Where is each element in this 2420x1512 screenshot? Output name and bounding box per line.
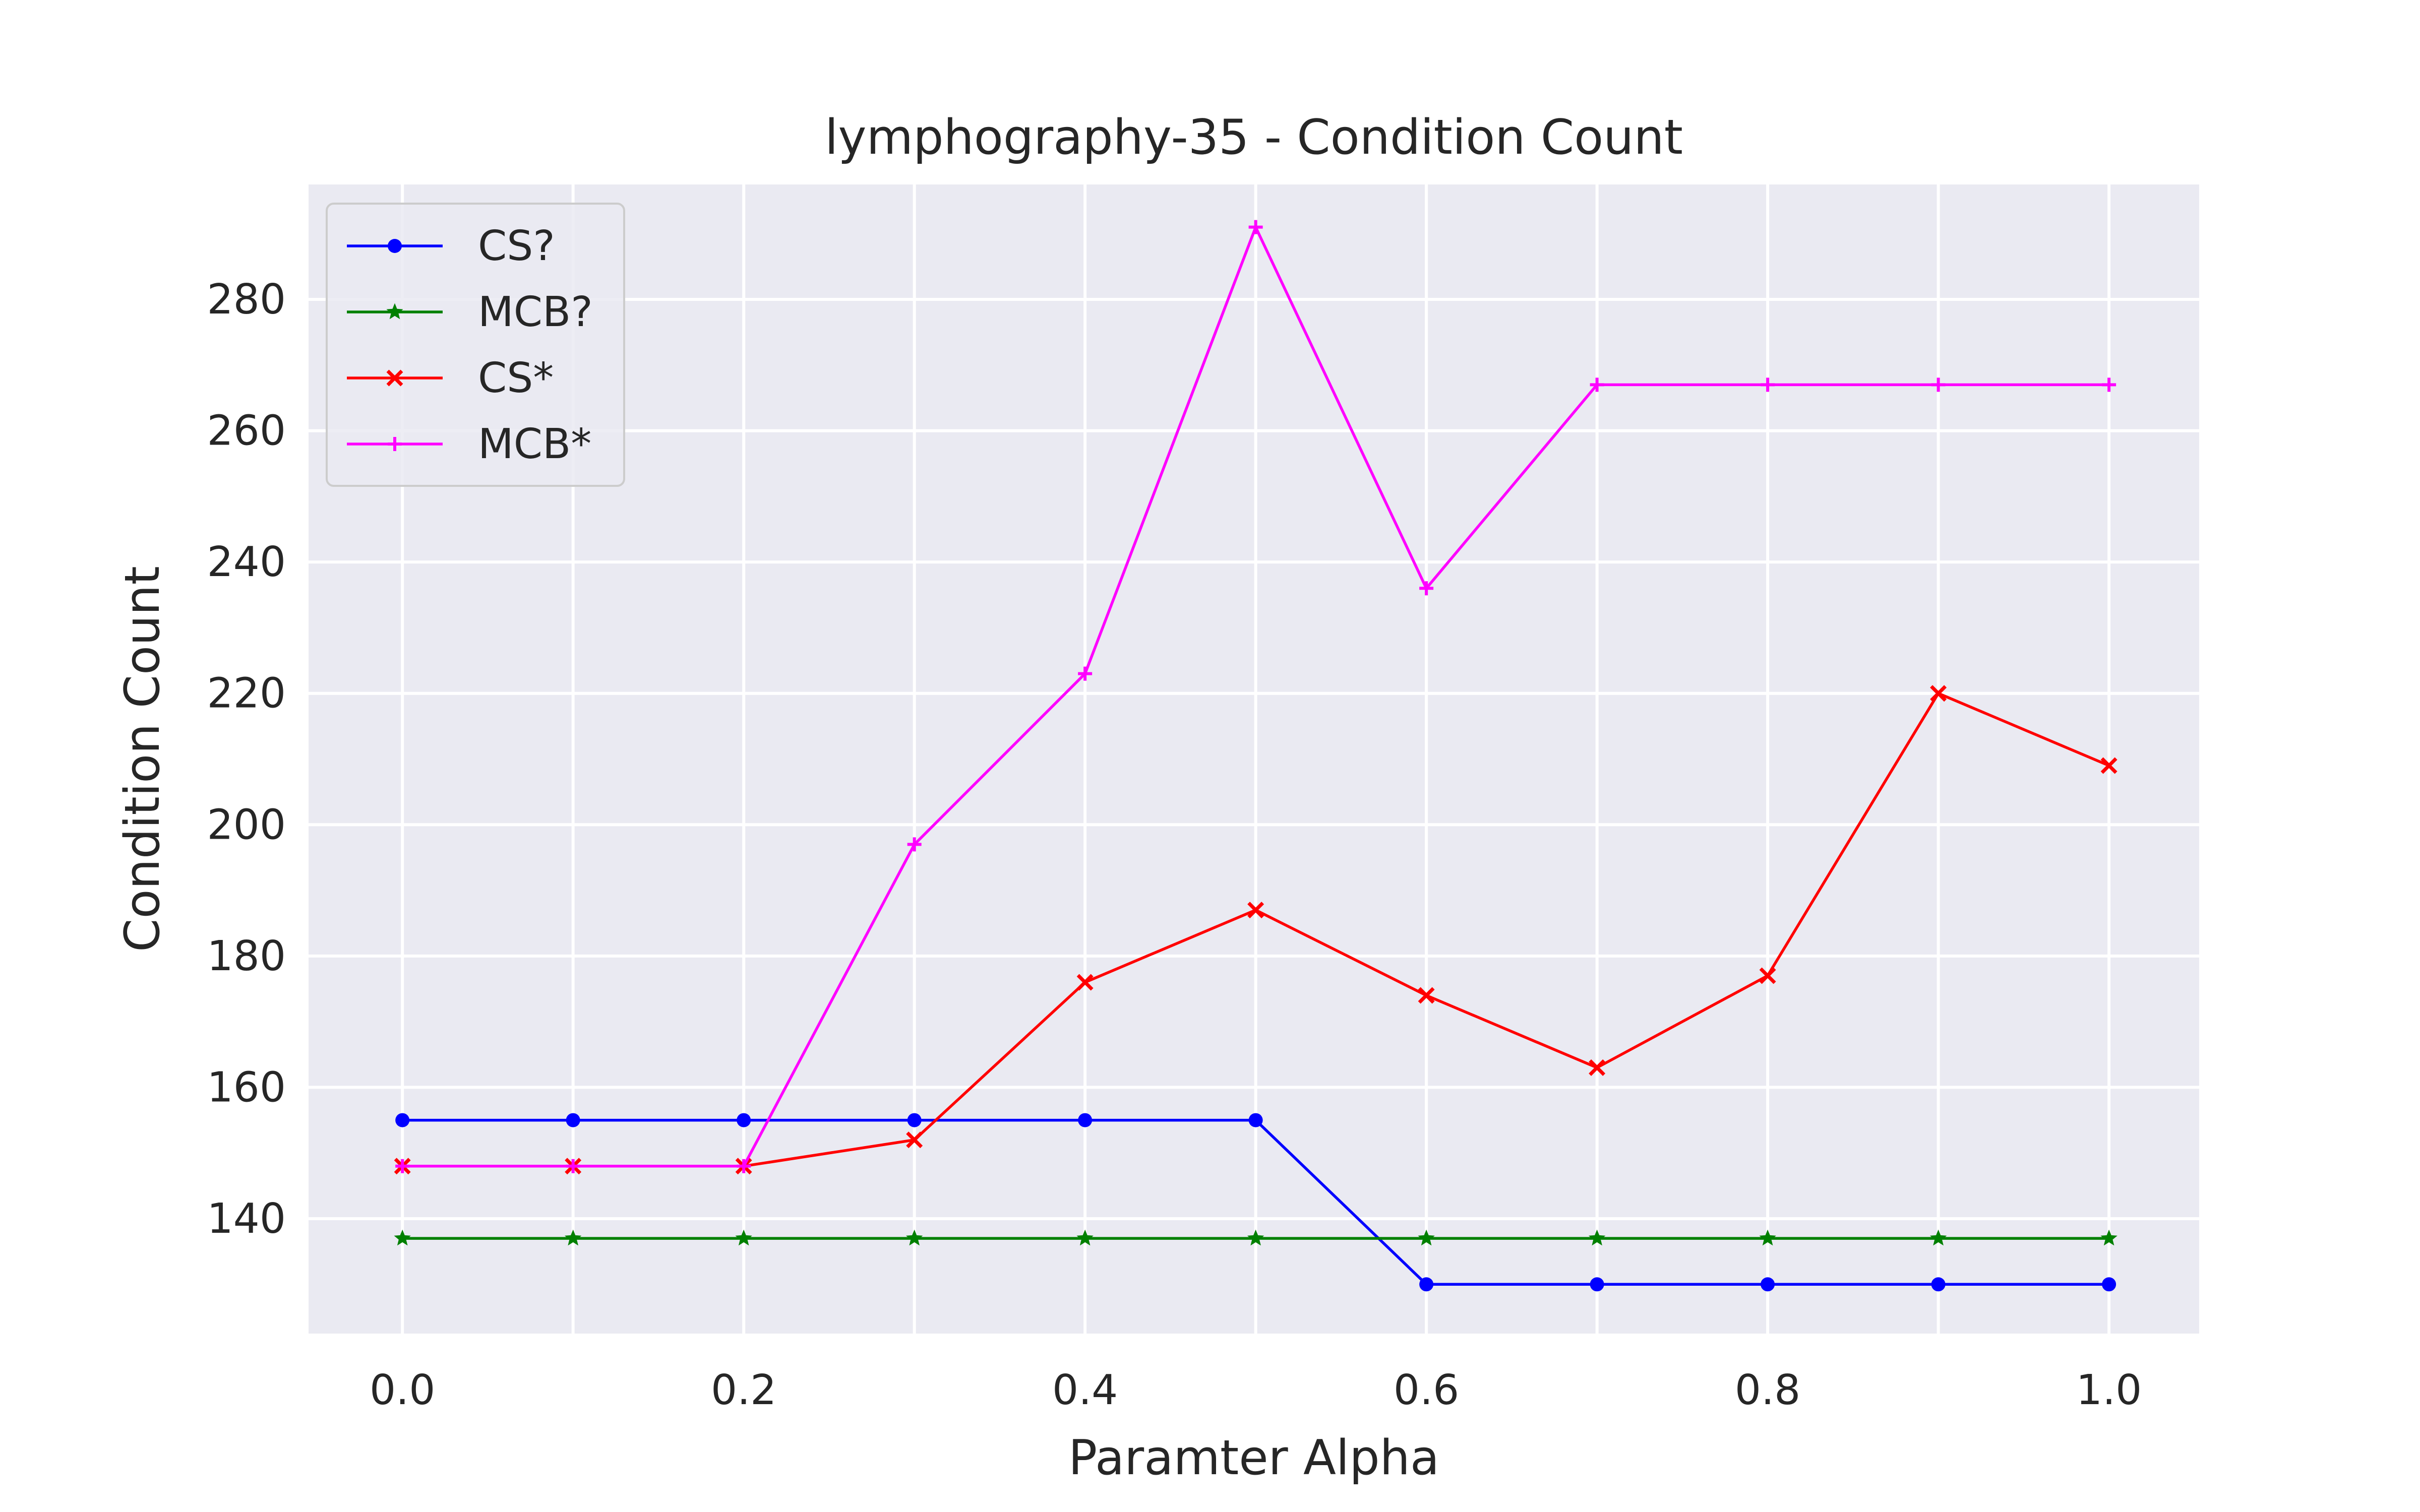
data-point <box>1419 581 1434 596</box>
legend-item: MCB? <box>347 288 593 336</box>
data-point <box>2100 757 2118 774</box>
data-point <box>2100 1229 2118 1246</box>
y-tick-label: 200 <box>207 801 286 849</box>
data-point <box>1247 902 1264 919</box>
data-point <box>388 437 402 451</box>
data-point <box>907 1113 922 1127</box>
legend-label: CS? <box>478 222 555 270</box>
data-point <box>737 1113 751 1127</box>
data-point <box>395 1159 410 1173</box>
data-point <box>1759 1229 1776 1246</box>
y-tick-label: 180 <box>207 932 286 980</box>
y-tick-label: 280 <box>207 276 286 324</box>
data-point <box>735 1229 752 1246</box>
legend-item: CS* <box>347 354 554 402</box>
legend-label: MCB* <box>478 420 591 468</box>
data-point <box>1248 1113 1263 1127</box>
y-tick-label: 160 <box>207 1063 286 1111</box>
data-point <box>395 1113 410 1127</box>
data-point <box>907 837 922 852</box>
data-point <box>1248 220 1263 234</box>
y-tick-label: 240 <box>207 538 286 586</box>
data-point <box>386 303 403 320</box>
data-point <box>394 1229 411 1246</box>
data-point <box>1931 1277 1946 1292</box>
data-point <box>1930 1229 1947 1246</box>
data-point <box>1590 1277 1604 1292</box>
data-point <box>566 1113 580 1127</box>
series-layer <box>394 220 2118 1292</box>
data-point <box>1930 685 1947 702</box>
data-point <box>1076 1229 1094 1246</box>
data-point <box>1761 1277 1775 1292</box>
series-mcb <box>394 1229 2118 1246</box>
y-tick-label: 260 <box>207 407 286 455</box>
data-point <box>566 1159 580 1173</box>
x-tick-label: 0.2 <box>711 1366 776 1414</box>
data-point <box>1761 377 1775 392</box>
chart-title: lymphography-35 - Condition Count <box>825 110 1683 165</box>
legend-frame <box>326 203 625 487</box>
data-point <box>1590 377 1604 392</box>
x-tick-label: 0.8 <box>1735 1366 1800 1414</box>
legend-label: CS* <box>478 354 554 402</box>
data-point <box>2102 377 2116 392</box>
legend: CS? MCB? CS* MCB* <box>326 203 625 487</box>
x-tick-label: 0.0 <box>370 1366 435 1414</box>
x-tick-label: 0.6 <box>1394 1366 1459 1414</box>
data-point <box>1247 1229 1264 1246</box>
data-point <box>1078 1113 1093 1127</box>
legend-item: MCB* <box>347 420 591 468</box>
data-point <box>1076 974 1094 991</box>
data-point <box>2102 1277 2116 1292</box>
data-point <box>388 239 402 253</box>
data-point <box>737 1159 751 1173</box>
series-cs <box>395 1113 2116 1292</box>
tick-labels: 0.0 0.2 0.4 0.6 0.8 1.0 140 160 180 200 220 240 260 2… <box>207 276 2142 1414</box>
data-point <box>386 369 403 387</box>
y-axis-label: Condition Count <box>115 566 170 952</box>
y-tick-label: 220 <box>207 670 286 718</box>
data-point <box>1589 1059 1606 1076</box>
data-point <box>1418 1229 1435 1246</box>
x-tick-label: 1.0 <box>2076 1366 2142 1414</box>
data-point <box>1419 1277 1434 1292</box>
legend-label: MCB? <box>478 288 593 336</box>
x-axis-label: Paramter Alpha <box>1068 1430 1439 1486</box>
data-point <box>565 1229 582 1246</box>
data-point <box>906 1229 923 1246</box>
data-point <box>1418 987 1435 1004</box>
data-point <box>906 1131 923 1149</box>
x-tick-label: 0.4 <box>1052 1366 1118 1414</box>
data-point <box>1759 967 1776 984</box>
series-mcb <box>395 220 2116 1173</box>
data-point <box>1078 666 1093 681</box>
legend-item: CS? <box>347 222 555 270</box>
data-point <box>1589 1229 1606 1246</box>
data-point <box>1931 377 1946 392</box>
y-tick-label: 140 <box>207 1195 286 1243</box>
